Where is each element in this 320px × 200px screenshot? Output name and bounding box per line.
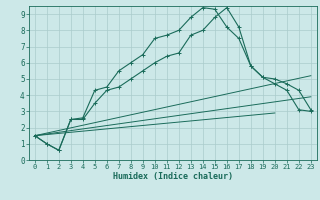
X-axis label: Humidex (Indice chaleur): Humidex (Indice chaleur) <box>113 172 233 181</box>
